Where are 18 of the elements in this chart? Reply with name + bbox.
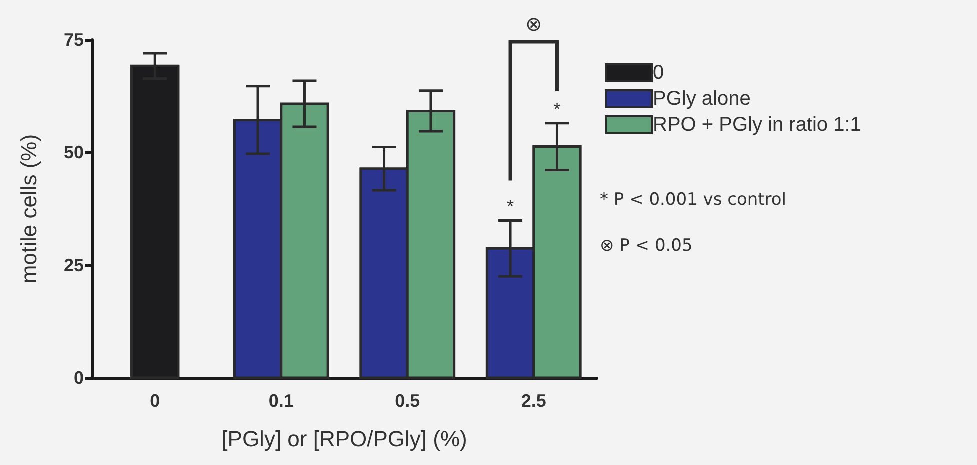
text: * P < 0.001 vs control (600, 190, 787, 210)
y-tick-label: 75 (64, 30, 84, 50)
annotation: * (554, 99, 561, 120)
x-tick-label: 0 (150, 391, 160, 411)
legend-label: PGly alone (653, 88, 751, 110)
y-tick-label: 25 (64, 255, 84, 276)
y-tick-label: 0 (74, 368, 84, 388)
y-axis-title: motile cells (%) (16, 134, 42, 284)
x-tick-label: 0.1 (268, 391, 294, 411)
legend-label: 0 (653, 62, 664, 84)
annotation: * (507, 196, 514, 217)
text: ⊗ (525, 12, 542, 36)
x-tick-label: 2.5 (521, 391, 546, 411)
x-axis-title: [PGly] or [RPO/PGly] (%) (222, 426, 468, 452)
y-tick-label: 50 (64, 142, 84, 163)
legend-label: RPO + PGly in ratio 1:1 (653, 114, 862, 136)
text: ⊗ P < 0.05 (600, 236, 693, 256)
x-tick-label: 0.5 (395, 391, 420, 411)
